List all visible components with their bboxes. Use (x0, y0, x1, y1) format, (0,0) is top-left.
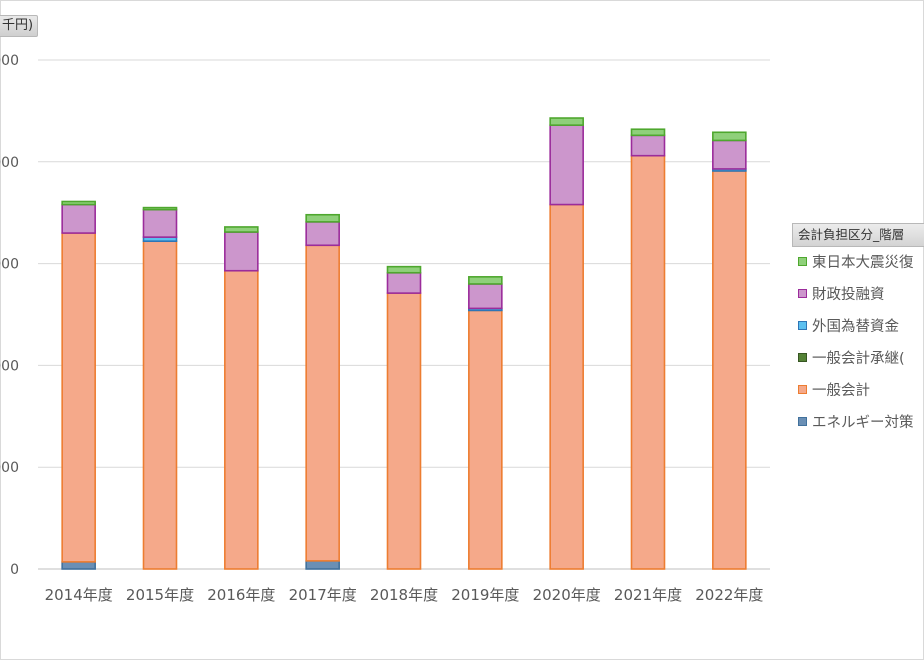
x-tick-label: 2020年度 (533, 586, 601, 604)
bar-segment[interactable] (305, 244, 340, 562)
bar-segment[interactable] (386, 271, 422, 294)
y-tick-label: 000 (0, 257, 19, 273)
legend-title[interactable]: 会計負担区分_階層 (792, 223, 924, 247)
legend-swatch (798, 385, 807, 394)
bar-segment[interactable] (61, 232, 96, 563)
legend-swatch (798, 417, 807, 426)
bar-segment[interactable] (549, 124, 584, 206)
y-tick-label: 000 (0, 155, 19, 171)
y-tick-label: 0 (10, 562, 19, 578)
bar-segment[interactable] (630, 134, 666, 157)
x-tick-label: 2019年度 (451, 586, 519, 604)
bar-segment[interactable] (142, 206, 178, 211)
bar-segment[interactable] (224, 269, 259, 570)
bar-segment[interactable] (142, 240, 178, 570)
bar-segment[interactable] (630, 128, 666, 137)
bar-segment[interactable] (549, 203, 584, 570)
legend-item[interactable]: 外国為替資金 (798, 317, 924, 337)
x-tick-label: 2022年度 (695, 586, 763, 604)
bar-segment[interactable] (305, 221, 340, 247)
bar-segment[interactable] (468, 283, 503, 310)
legend-item[interactable]: エネルギー対策 (798, 413, 924, 433)
unit-label: 千円) (0, 15, 38, 37)
legend-item[interactable]: 一般会計 (798, 381, 924, 401)
legend-label: 一般会計 (812, 383, 870, 399)
legend-label: 一般会計承継( (812, 351, 905, 367)
bar-segment[interactable] (630, 154, 666, 570)
legend-label: 財政投融資 (812, 287, 885, 303)
y-tick-label: 000 (0, 460, 19, 476)
bar-segment[interactable] (305, 213, 340, 223)
x-tick-label: 2021年度 (614, 586, 682, 604)
legend-swatch (798, 321, 807, 330)
y-tick-label: 000 (0, 53, 19, 69)
legend-swatch (798, 289, 807, 298)
bar-segment[interactable] (61, 200, 96, 206)
x-tick-label: 2015年度 (126, 586, 194, 604)
y-tick-label: 000 (0, 358, 19, 374)
bar-segment[interactable] (61, 203, 96, 234)
bar-segment[interactable] (305, 560, 340, 570)
bar-segment[interactable] (712, 131, 747, 142)
legend-label: 外国為替資金 (812, 319, 899, 335)
x-tick-label: 2018年度 (370, 586, 438, 604)
bar-segment[interactable] (61, 561, 96, 570)
legend-label: エネルギー対策 (812, 415, 914, 431)
bar-segment[interactable] (712, 139, 747, 170)
x-tick-label: 2016年度 (207, 586, 275, 604)
bar-segment[interactable] (549, 117, 584, 126)
legend-swatch (798, 257, 807, 266)
bar-segment[interactable] (468, 309, 503, 570)
bar-segment[interactable] (224, 231, 259, 272)
legend-item[interactable]: 一般会計承継( (798, 349, 924, 369)
bar-segment[interactable] (386, 265, 422, 274)
bar-segment[interactable] (468, 276, 503, 285)
bar-segment[interactable] (224, 226, 259, 233)
legend-item[interactable]: 東日本大震災復 (798, 253, 924, 273)
x-tick-label: 2014年度 (45, 586, 113, 604)
bar-segment[interactable] (712, 170, 747, 570)
legend-label: 東日本大震災復 (812, 255, 914, 271)
bar-segment[interactable] (142, 208, 178, 238)
bar-segment[interactable] (386, 292, 422, 570)
legend-swatch (798, 353, 807, 362)
x-tick-label: 2017年度 (289, 586, 357, 604)
legend-item[interactable]: 財政投融資 (798, 285, 924, 305)
